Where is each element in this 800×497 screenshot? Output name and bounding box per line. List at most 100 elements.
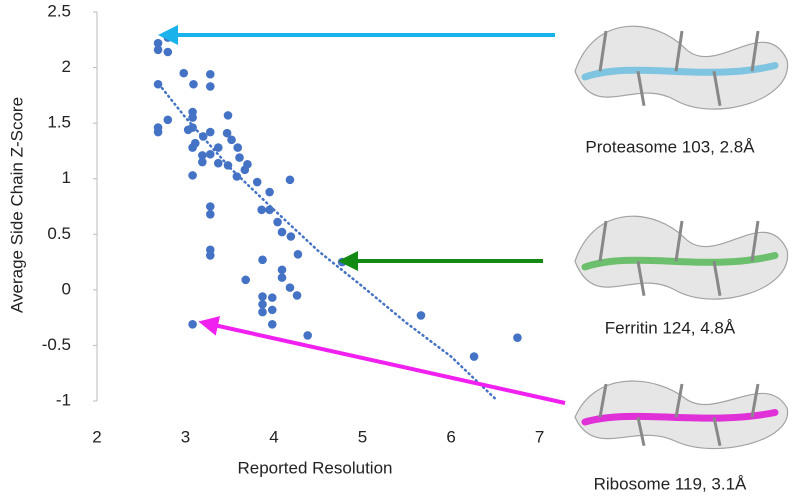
point <box>277 227 287 237</box>
annotation-label: Proteasome 103, 2.8Å <box>585 137 755 156</box>
x-tick-label: 4 <box>269 427 278 446</box>
x-tick-label: 5 <box>358 427 367 446</box>
point <box>235 153 244 162</box>
x-axis-label: Reported Resolution <box>238 458 393 477</box>
point <box>223 161 233 170</box>
point <box>241 275 251 285</box>
point <box>205 251 215 260</box>
point <box>205 82 215 91</box>
point <box>258 255 267 265</box>
side-chain <box>712 416 722 447</box>
point <box>265 187 274 197</box>
side-chain <box>674 30 684 72</box>
side-chain <box>712 260 722 297</box>
y-tick-label: 0 <box>62 279 71 298</box>
side-chain <box>636 70 646 107</box>
point <box>183 125 193 135</box>
point <box>205 127 215 137</box>
point <box>243 159 252 169</box>
point <box>292 291 302 300</box>
point <box>227 135 236 145</box>
point <box>416 311 426 320</box>
annotation-arrow <box>198 316 566 405</box>
point <box>258 300 267 309</box>
backbone-ribbon <box>581 62 779 81</box>
side-chain <box>750 30 760 72</box>
point <box>277 273 287 282</box>
point <box>205 149 215 159</box>
point <box>153 79 163 89</box>
side-chain <box>598 30 608 72</box>
point <box>190 138 200 148</box>
point <box>267 293 277 302</box>
point <box>189 79 198 89</box>
y-tick-label: -1 <box>56 390 71 409</box>
y-tick-label: -0.5 <box>42 335 71 354</box>
point <box>285 175 295 185</box>
point <box>179 68 189 78</box>
x-tick-label: 7 <box>535 427 544 446</box>
point <box>267 320 277 329</box>
annotation-label: Ribosome 119, 3.1Å <box>594 474 747 493</box>
structure-image <box>574 215 789 300</box>
side-chain <box>750 383 760 418</box>
point <box>188 171 197 180</box>
point <box>303 331 312 340</box>
point <box>267 305 277 315</box>
side-chain <box>598 220 608 262</box>
x-tick-label: 2 <box>92 427 101 446</box>
backbone-ribbon <box>581 409 779 426</box>
y-tick-label: 0.5 <box>47 224 71 243</box>
point <box>198 132 208 141</box>
point <box>205 202 215 211</box>
point <box>232 172 242 181</box>
point <box>198 151 207 160</box>
structure-image <box>574 380 788 450</box>
point <box>205 69 215 79</box>
point <box>277 265 287 275</box>
point <box>469 352 479 361</box>
point <box>153 45 163 55</box>
point <box>257 205 266 215</box>
y-tick-label: 1.5 <box>47 113 71 132</box>
side-chain <box>674 383 684 418</box>
backbone-ribbon <box>581 252 779 271</box>
point <box>285 283 295 292</box>
y-tick-label: 2 <box>62 57 71 76</box>
point <box>205 209 215 219</box>
point <box>153 127 163 137</box>
y-tick-label: 2.5 <box>47 1 71 20</box>
point <box>163 33 173 42</box>
side-chain <box>750 220 760 262</box>
point <box>222 128 232 138</box>
point <box>163 115 173 125</box>
point <box>213 158 223 168</box>
x-tick-label: 3 <box>181 427 190 446</box>
side-chain <box>674 220 684 262</box>
point <box>223 111 233 120</box>
side-chain <box>636 416 646 447</box>
point <box>252 177 262 187</box>
point <box>513 333 522 342</box>
point <box>286 232 296 241</box>
point <box>213 143 223 152</box>
point <box>258 307 267 317</box>
x-tick-label: 6 <box>446 427 455 446</box>
side-chain <box>598 383 608 418</box>
point <box>233 143 243 152</box>
point <box>188 113 197 122</box>
point <box>188 320 197 329</box>
point <box>293 249 303 259</box>
point <box>163 47 173 57</box>
point <box>258 292 267 301</box>
side-chain <box>636 260 646 297</box>
point <box>265 205 274 215</box>
point <box>337 257 347 267</box>
side-chain <box>712 70 722 107</box>
point <box>273 217 282 227</box>
y-tick-label: 1 <box>62 168 71 187</box>
point <box>198 157 207 167</box>
y-axis-label: Average Side Chain Z-Score <box>7 97 26 313</box>
structure-image <box>574 25 789 110</box>
